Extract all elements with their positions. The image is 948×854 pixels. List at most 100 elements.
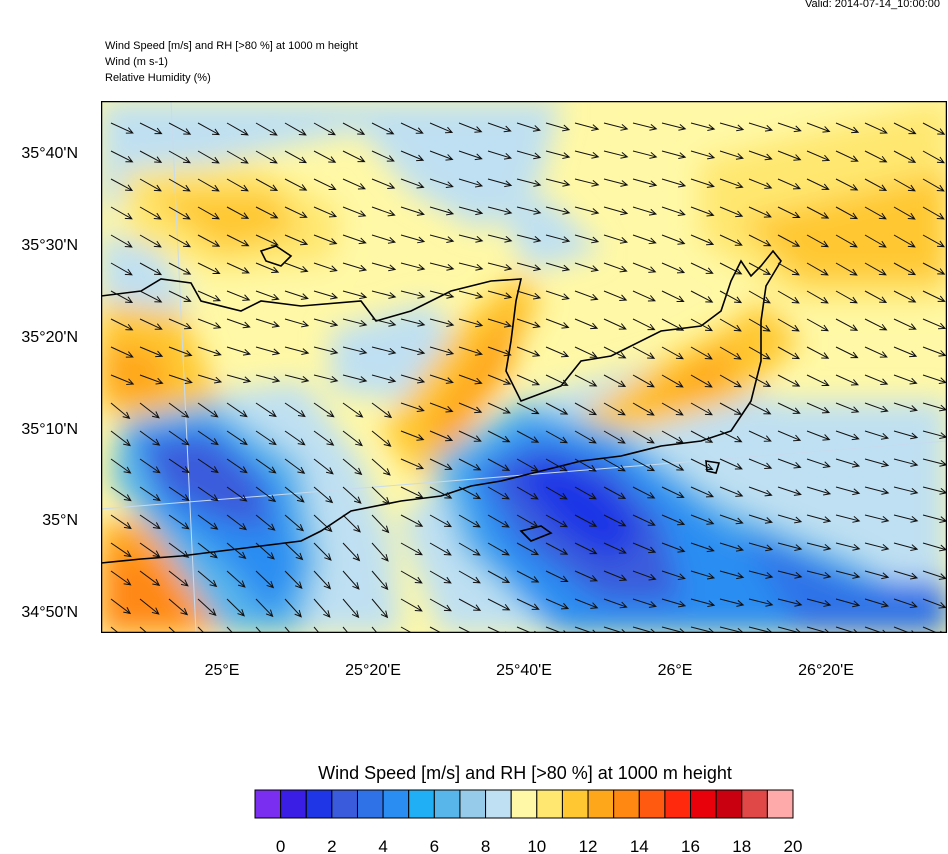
wind-arrow	[864, 598, 890, 608]
wind-arrow	[835, 570, 861, 579]
wind-arrow	[168, 262, 192, 275]
wind-arrow	[806, 122, 831, 133]
wind-arrow	[487, 206, 513, 215]
wind-arrow	[632, 598, 657, 608]
wind-arrow	[371, 430, 392, 447]
wind-arrow	[835, 458, 861, 468]
lat-label: 34°50'N	[21, 604, 78, 621]
wind-arrow	[371, 346, 397, 355]
field-shading	[101, 101, 947, 633]
wind-arrow	[661, 430, 684, 444]
wind-arrow	[313, 458, 334, 475]
wind-arrow	[516, 486, 539, 500]
wind-arrow	[110, 458, 132, 474]
wind-arrow	[574, 598, 599, 609]
wind-arrow	[226, 570, 246, 588]
colorbar-swatch	[638, 789, 666, 819]
wind-arrow	[864, 514, 890, 523]
wind-arrow	[226, 458, 248, 474]
wind-arrow	[226, 150, 249, 164]
wind-arrow	[545, 206, 571, 215]
wind-arrow	[748, 206, 772, 218]
wind-arrow	[458, 486, 482, 500]
wind-arrow	[545, 290, 570, 300]
wind-arrow	[864, 318, 888, 331]
wind-arrow	[139, 598, 160, 615]
wind-arrow	[835, 206, 859, 220]
wind-arrow	[110, 122, 134, 134]
wind-arrow	[197, 318, 222, 329]
wind-arrow	[313, 598, 331, 618]
wind-arrow	[139, 458, 161, 474]
wind-arrow	[429, 150, 454, 161]
wind-arrow	[226, 542, 247, 559]
wind-arrow	[748, 486, 773, 497]
wind-arrow	[342, 234, 367, 245]
wind-arrow	[516, 290, 542, 300]
wind-arrow	[429, 570, 452, 584]
wind-arrow	[864, 150, 888, 163]
wind-arrow	[284, 206, 308, 218]
wind-arrow	[893, 542, 919, 552]
wind-arrow	[545, 262, 571, 272]
wind-arrow	[719, 598, 745, 607]
wind-arrow	[168, 122, 192, 135]
wind-arrow	[313, 374, 339, 383]
wind-arrow	[487, 346, 512, 357]
wind-arrow	[806, 262, 829, 276]
wind-arrow	[661, 514, 686, 526]
wind-arrow	[777, 514, 803, 524]
wind-arrow	[313, 486, 334, 504]
wind-arrow	[632, 262, 657, 273]
colorbar-swatch	[741, 789, 768, 819]
wind-arrow	[226, 626, 234, 633]
colorbar-swatch	[459, 789, 487, 819]
wind-arrow	[139, 374, 164, 385]
wind-arrow	[806, 290, 829, 304]
wind-arrow	[864, 206, 887, 220]
wind-arrow	[574, 178, 600, 187]
wind-arrow	[168, 206, 191, 220]
wind-arrow	[516, 318, 541, 329]
wind-arrow	[139, 318, 163, 330]
colorbar-swatch	[561, 789, 589, 819]
wind-arrow	[110, 598, 132, 615]
wind-arrow	[893, 514, 919, 523]
wind-arrow	[603, 318, 627, 330]
wind-arrow	[342, 458, 363, 476]
wind-arrow	[429, 598, 452, 612]
wind-arrow	[226, 486, 248, 502]
wind-arrow	[835, 514, 861, 523]
wind-arrow	[719, 262, 743, 275]
wind-arrow	[719, 458, 743, 470]
wind-arrow	[139, 542, 161, 558]
colorbar-swatch	[766, 789, 794, 819]
colorbar-swatch	[613, 789, 640, 819]
wind-arrow	[835, 598, 861, 608]
wind-arrow	[777, 430, 802, 442]
wind-arrow	[429, 430, 454, 442]
wind-arrow	[632, 486, 656, 499]
wind-arrow	[806, 234, 829, 248]
wind-arrow	[864, 458, 890, 468]
wind-arrow	[342, 598, 360, 619]
wind-arrow	[661, 570, 686, 580]
wind-arrow	[458, 122, 483, 133]
wind-arrow	[893, 374, 918, 385]
wind-arrow	[545, 402, 569, 415]
wind-arrow	[777, 262, 800, 276]
wind-arrow	[893, 570, 919, 580]
wind-arrow	[284, 598, 302, 618]
wind-arrow	[545, 458, 568, 472]
wind-arrow	[806, 346, 830, 359]
wind-arrow	[806, 430, 831, 441]
wind-arrow	[400, 346, 426, 356]
wind-arrow	[545, 178, 571, 187]
wind-arrow	[661, 458, 685, 471]
wind-arrow	[400, 486, 424, 498]
wind-arrow	[458, 234, 484, 243]
wind-arrow	[574, 570, 598, 582]
wind-arrow	[371, 570, 389, 591]
wind-arrow	[168, 542, 190, 558]
wind-arrow	[661, 262, 686, 274]
